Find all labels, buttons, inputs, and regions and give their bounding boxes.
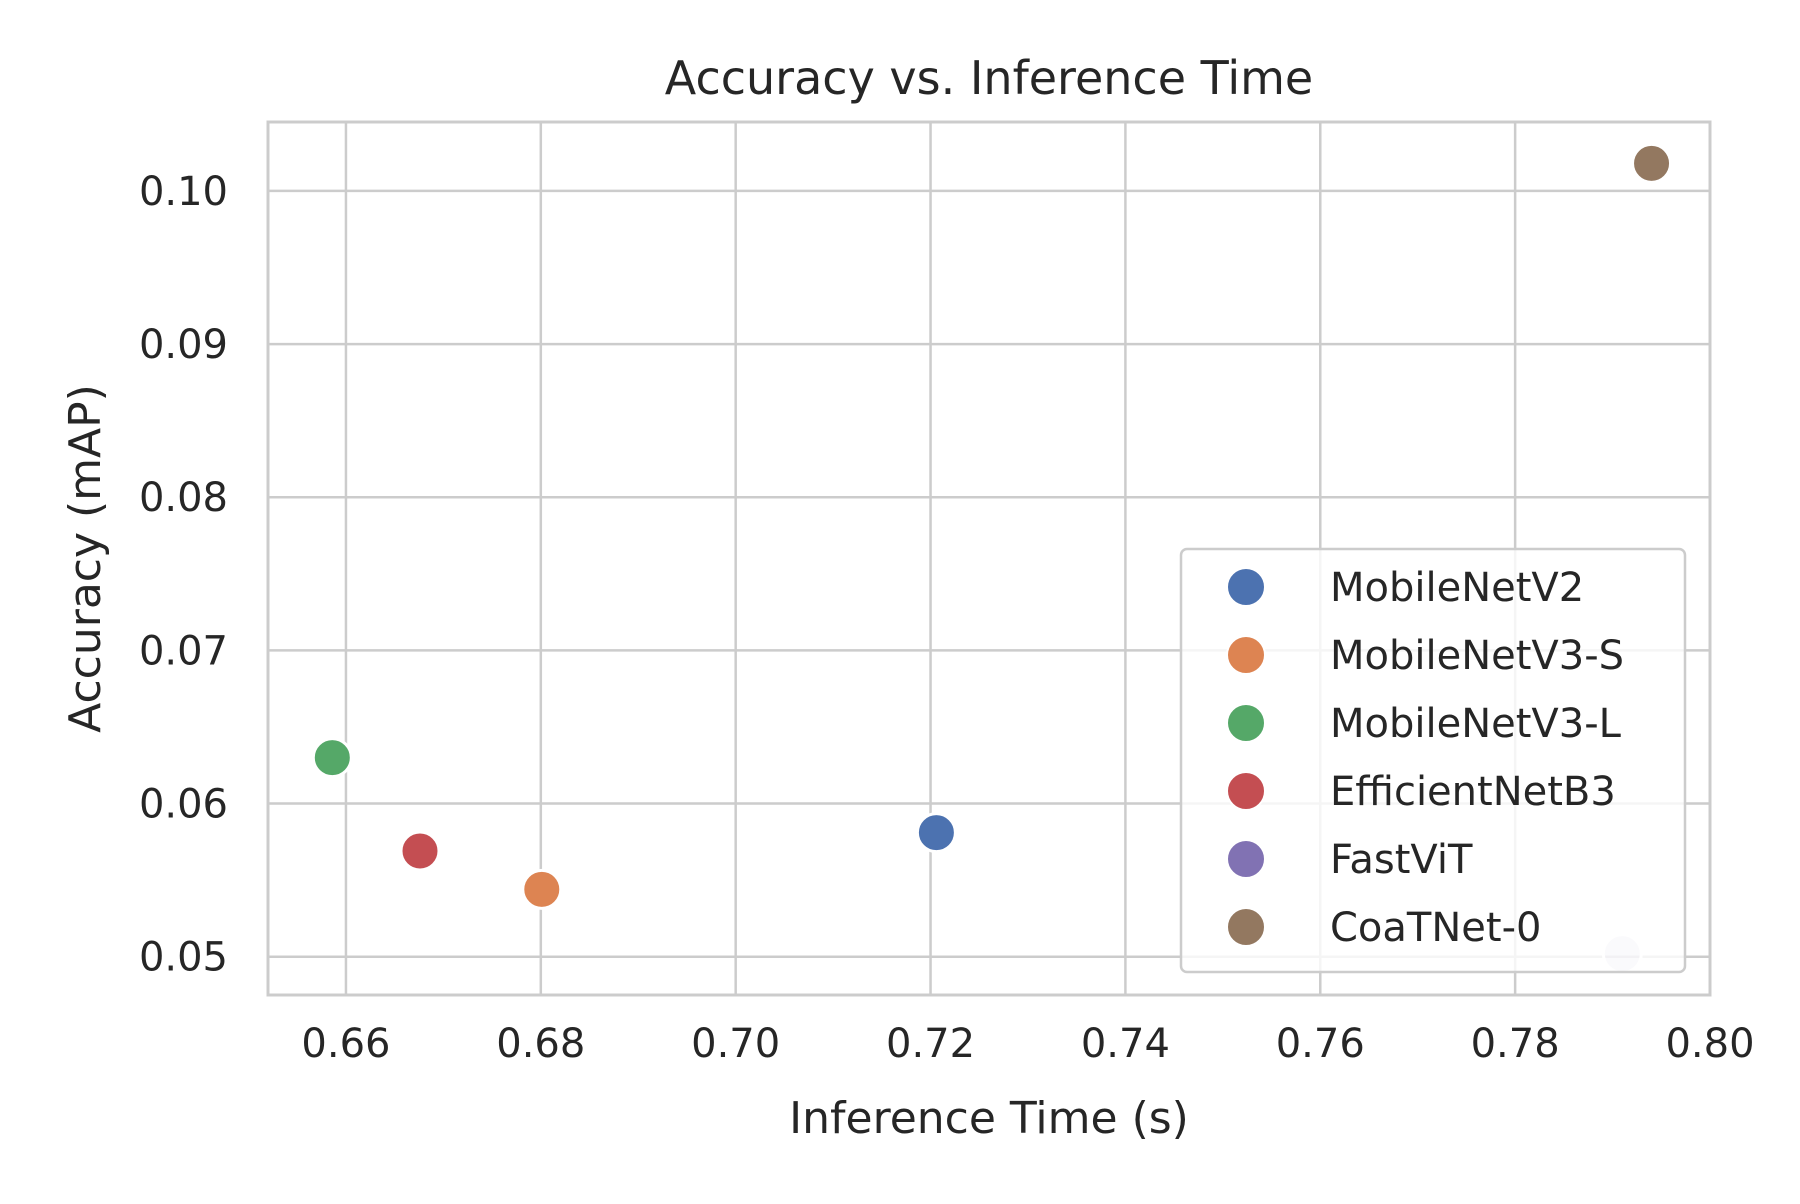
x-tick-label: 0.72 <box>886 1021 975 1067</box>
y-tick-label: 0.09 <box>139 322 228 368</box>
x-tick-label: 0.70 <box>691 1021 780 1067</box>
legend-label-mobilenetv3-s: MobileNetV3-S <box>1330 633 1624 679</box>
legend-box <box>1179 547 1687 974</box>
legend-marker-mobilenetv3-s <box>1226 635 1266 675</box>
x-tick-label: 0.66 <box>301 1021 390 1067</box>
legend: MobileNetV2 MobileNetV3-S MobileNetV3-L Eff… <box>1179 547 1687 974</box>
x-tick-label: 0.76 <box>1276 1021 1365 1067</box>
legend-marker-mobilenetv3-l <box>1226 703 1266 743</box>
y-tick-label: 0.10 <box>139 169 228 215</box>
legend-marker-mobilenetv2 <box>1226 567 1266 607</box>
data-point-coatnet-0 <box>1631 142 1673 184</box>
x-tick-label: 0.68 <box>496 1021 585 1067</box>
y-tick-label: 0.07 <box>139 628 228 674</box>
legend-label-mobilenetv2: MobileNetV2 <box>1330 565 1584 611</box>
legend-marker-fastvit <box>1226 839 1266 879</box>
x-tick-label: 0.80 <box>1665 1021 1754 1067</box>
plot-area-frame <box>266 120 1712 997</box>
y-axis-ticks: 0.05 0.06 0.07 0.08 0.09 0.10 <box>139 169 228 981</box>
legend-label-fastvit: FastViT <box>1330 837 1473 883</box>
legend-label-coatnet-0: CoaTNet-0 <box>1330 905 1541 951</box>
y-tick-label: 0.06 <box>139 782 228 828</box>
y-tick-label: 0.05 <box>139 935 228 981</box>
data-point-mobilenetv2 <box>915 812 957 854</box>
chart-title: Accuracy vs. Inference Time <box>665 51 1313 105</box>
data-point-efficientnetb3 <box>399 830 441 872</box>
x-axis-label: Inference Time (s) <box>789 1093 1189 1144</box>
y-axis-label: Accuracy (mAP) <box>60 384 111 733</box>
legend-label-mobilenetv3-l: MobileNetV3-L <box>1330 701 1622 747</box>
x-axis-ticks: 0.66 0.68 0.70 0.72 0.74 0.76 0.78 0.80 <box>301 1021 1754 1067</box>
legend-items: MobileNetV2 MobileNetV3-S MobileNetV3-L Eff… <box>1226 565 1624 951</box>
x-tick-label: 0.78 <box>1471 1021 1560 1067</box>
data-point-mobilenetv3-s <box>521 868 563 910</box>
legend-marker-efficientnetb3 <box>1226 771 1266 811</box>
legend-label-efficientnetb3: EfficientNetB3 <box>1330 769 1616 815</box>
legend-marker-coatnet-0 <box>1226 907 1266 947</box>
data-point-mobilenetv3-l <box>311 737 353 779</box>
x-tick-label: 0.74 <box>1081 1021 1170 1067</box>
y-tick-label: 0.08 <box>139 475 228 521</box>
